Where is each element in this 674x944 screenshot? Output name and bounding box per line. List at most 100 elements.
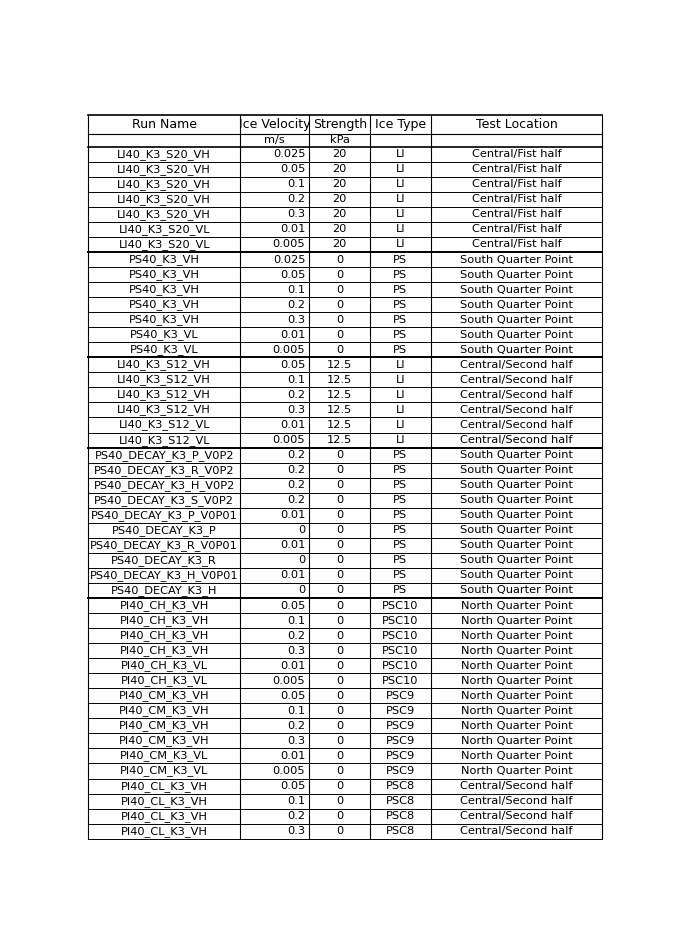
Text: 0.2: 0.2 bbox=[287, 496, 305, 505]
Text: 0: 0 bbox=[336, 255, 343, 264]
Text: 0.1: 0.1 bbox=[287, 375, 305, 385]
Text: PSC9: PSC9 bbox=[386, 736, 415, 746]
Text: Central/Fist half: Central/Fist half bbox=[472, 240, 561, 249]
Text: 0: 0 bbox=[336, 345, 343, 355]
Text: North Quarter Point: North Quarter Point bbox=[461, 676, 572, 685]
Text: 0.1: 0.1 bbox=[287, 796, 305, 806]
Text: 20: 20 bbox=[332, 240, 347, 249]
Text: North Quarter Point: North Quarter Point bbox=[461, 631, 572, 641]
Text: 12.5: 12.5 bbox=[327, 405, 353, 415]
Text: 0.1: 0.1 bbox=[287, 179, 305, 190]
Text: PS40_DECAY_K3_P_V0P2: PS40_DECAY_K3_P_V0P2 bbox=[94, 449, 234, 461]
Text: 0: 0 bbox=[336, 285, 343, 295]
Text: 0.3: 0.3 bbox=[287, 646, 305, 656]
Text: 0.05: 0.05 bbox=[280, 270, 305, 279]
Text: LI: LI bbox=[396, 194, 405, 204]
Text: PI40_CM_K3_VH: PI40_CM_K3_VH bbox=[119, 705, 210, 716]
Text: LI: LI bbox=[396, 360, 405, 370]
Text: PI40_CM_K3_VH: PI40_CM_K3_VH bbox=[119, 720, 210, 732]
Text: PS40_K3_VL: PS40_K3_VL bbox=[130, 329, 199, 340]
Text: PI40_CL_K3_VH: PI40_CL_K3_VH bbox=[121, 826, 208, 836]
Text: South Quarter Point: South Quarter Point bbox=[460, 299, 573, 310]
Text: LI: LI bbox=[396, 240, 405, 249]
Text: PS40_DECAY_K3_R_V0P01: PS40_DECAY_K3_R_V0P01 bbox=[90, 540, 238, 550]
Text: 0.3: 0.3 bbox=[287, 826, 305, 836]
Text: PS: PS bbox=[394, 270, 408, 279]
Text: LI40_K3_S20_VH: LI40_K3_S20_VH bbox=[117, 149, 211, 160]
Text: LI40_K3_S20_VH: LI40_K3_S20_VH bbox=[117, 164, 211, 175]
Text: 0: 0 bbox=[336, 706, 343, 716]
Text: North Quarter Point: North Quarter Point bbox=[461, 615, 572, 626]
Text: 12.5: 12.5 bbox=[327, 420, 353, 430]
Text: Test Location: Test Location bbox=[476, 118, 557, 130]
Text: Central/Fist half: Central/Fist half bbox=[472, 179, 561, 190]
Text: 0: 0 bbox=[336, 570, 343, 581]
Text: Central/Second half: Central/Second half bbox=[460, 796, 573, 806]
Text: Central/Second half: Central/Second half bbox=[460, 405, 573, 415]
Text: 12.5: 12.5 bbox=[327, 435, 353, 445]
Text: 0.2: 0.2 bbox=[287, 721, 305, 731]
Text: 0: 0 bbox=[336, 811, 343, 821]
Text: 0: 0 bbox=[336, 826, 343, 836]
Text: LI40_K3_S20_VL: LI40_K3_S20_VL bbox=[119, 239, 210, 250]
Text: North Quarter Point: North Quarter Point bbox=[461, 736, 572, 746]
Text: PS: PS bbox=[394, 329, 408, 340]
Text: 0: 0 bbox=[336, 631, 343, 641]
Text: PS40_K3_VH: PS40_K3_VH bbox=[129, 314, 200, 325]
Text: South Quarter Point: South Quarter Point bbox=[460, 285, 573, 295]
Text: 0.05: 0.05 bbox=[280, 600, 305, 611]
Text: Central/Second half: Central/Second half bbox=[460, 435, 573, 445]
Text: PI40_CH_K3_VH: PI40_CH_K3_VH bbox=[119, 645, 209, 656]
Text: PS: PS bbox=[394, 511, 408, 520]
Text: PI40_CH_K3_VL: PI40_CH_K3_VL bbox=[121, 675, 208, 686]
Text: PSC9: PSC9 bbox=[386, 766, 415, 776]
Text: 0: 0 bbox=[336, 525, 343, 535]
Text: LI: LI bbox=[396, 164, 405, 175]
Text: 0: 0 bbox=[336, 721, 343, 731]
Text: 0: 0 bbox=[336, 555, 343, 565]
Text: South Quarter Point: South Quarter Point bbox=[460, 525, 573, 535]
Text: PSC10: PSC10 bbox=[382, 631, 419, 641]
Text: PI40_CM_K3_VL: PI40_CM_K3_VL bbox=[120, 750, 208, 762]
Text: 0.1: 0.1 bbox=[287, 285, 305, 295]
Text: LI40_K3_S12_VL: LI40_K3_S12_VL bbox=[119, 434, 210, 446]
Text: LI40_K3_S12_VH: LI40_K3_S12_VH bbox=[117, 405, 211, 415]
Text: PSC9: PSC9 bbox=[386, 751, 415, 761]
Text: PS: PS bbox=[394, 255, 408, 264]
Text: 0.01: 0.01 bbox=[280, 225, 305, 234]
Text: LI40_K3_S12_VL: LI40_K3_S12_VL bbox=[119, 419, 210, 430]
Text: 0.05: 0.05 bbox=[280, 164, 305, 175]
Text: Central/Second half: Central/Second half bbox=[460, 781, 573, 791]
Text: PS40_DECAY_K3_R_V0P2: PS40_DECAY_K3_R_V0P2 bbox=[94, 464, 235, 476]
Text: North Quarter Point: North Quarter Point bbox=[461, 600, 572, 611]
Text: 0: 0 bbox=[336, 540, 343, 550]
Text: Central/Fist half: Central/Fist half bbox=[472, 210, 561, 219]
Text: South Quarter Point: South Quarter Point bbox=[460, 329, 573, 340]
Text: PS: PS bbox=[394, 555, 408, 565]
Text: LI40_K3_S12_VH: LI40_K3_S12_VH bbox=[117, 375, 211, 385]
Text: PS40_K3_VH: PS40_K3_VH bbox=[129, 299, 200, 311]
Text: LI40_K3_S12_VH: LI40_K3_S12_VH bbox=[117, 390, 211, 400]
Text: South Quarter Point: South Quarter Point bbox=[460, 465, 573, 475]
Text: 0: 0 bbox=[336, 736, 343, 746]
Text: South Quarter Point: South Quarter Point bbox=[460, 450, 573, 460]
Text: 0: 0 bbox=[336, 661, 343, 670]
Text: LI: LI bbox=[396, 390, 405, 400]
Text: PI40_CH_K3_VH: PI40_CH_K3_VH bbox=[119, 631, 209, 641]
Text: PSC10: PSC10 bbox=[382, 615, 419, 626]
Text: 0.005: 0.005 bbox=[273, 766, 305, 776]
Text: South Quarter Point: South Quarter Point bbox=[460, 540, 573, 550]
Text: PS: PS bbox=[394, 345, 408, 355]
Text: 20: 20 bbox=[332, 225, 347, 234]
Text: South Quarter Point: South Quarter Point bbox=[460, 496, 573, 505]
Text: 0.1: 0.1 bbox=[287, 706, 305, 716]
Text: 20: 20 bbox=[332, 164, 347, 175]
Text: Central/Second half: Central/Second half bbox=[460, 420, 573, 430]
Text: 0: 0 bbox=[336, 465, 343, 475]
Text: 0: 0 bbox=[336, 676, 343, 685]
Text: PS: PS bbox=[394, 299, 408, 310]
Text: PS: PS bbox=[394, 496, 408, 505]
Text: PSC9: PSC9 bbox=[386, 691, 415, 700]
Text: 0.025: 0.025 bbox=[273, 255, 305, 264]
Text: 0.3: 0.3 bbox=[287, 314, 305, 325]
